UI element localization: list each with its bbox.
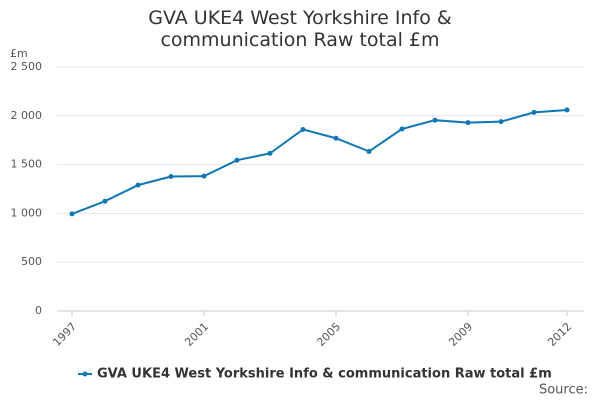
- point: [69, 211, 75, 217]
- x-tick-label: 2009: [446, 320, 475, 349]
- y-tick-label: 1 500: [11, 158, 43, 171]
- point: [564, 107, 570, 113]
- point: [366, 148, 372, 154]
- x-tick-label: 2005: [314, 320, 343, 349]
- point: [234, 157, 240, 163]
- point: [168, 174, 174, 180]
- point: [531, 109, 537, 115]
- point: [498, 119, 504, 125]
- point: [201, 173, 207, 179]
- point: [465, 120, 471, 126]
- chart-title: GVA UKE4 West Yorkshire Info & communica…: [148, 7, 452, 51]
- point: [102, 198, 108, 204]
- legend-marker: [82, 371, 88, 377]
- x-tick-label: 1997: [50, 320, 79, 349]
- y-tick-label: 0: [35, 304, 42, 317]
- point: [135, 182, 141, 188]
- point: [399, 126, 405, 132]
- x-tick-label: 2001: [182, 320, 211, 349]
- y-tick-label: 1 000: [11, 206, 43, 219]
- y-tick-label: 500: [21, 255, 42, 268]
- x-tick-label: 2012: [545, 320, 574, 349]
- point: [300, 126, 306, 132]
- point: [333, 135, 339, 141]
- point: [432, 117, 438, 123]
- point: [267, 150, 273, 156]
- line: [71, 108, 568, 215]
- source: Source:: [539, 383, 588, 398]
- y-tick-label: 2 000: [11, 109, 43, 122]
- y-axis-label: £m: [10, 47, 28, 60]
- legend-label: GVA UKE4 West Yorkshire Info & communica…: [97, 367, 552, 382]
- y-tick-label: 2 500: [11, 60, 43, 73]
